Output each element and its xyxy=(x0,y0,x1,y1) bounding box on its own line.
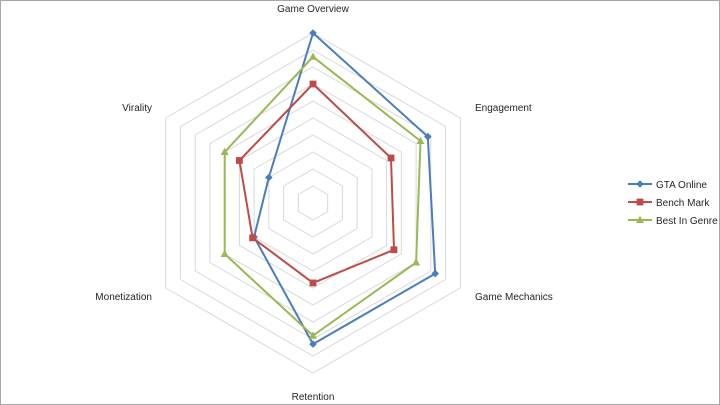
legend-item-bench-mark: Bench Mark xyxy=(628,198,710,209)
data-point xyxy=(235,157,243,164)
legend-item-best-in-genre: Best In Genre xyxy=(628,215,718,227)
data-point xyxy=(387,154,395,162)
legend-marker-shape xyxy=(636,215,644,223)
axis-label-game-mechanics: Game Mechanics xyxy=(475,292,553,303)
data-point xyxy=(249,234,257,242)
grid-ring xyxy=(194,66,432,340)
axis-label-game-overview: Game Overview xyxy=(277,4,349,15)
axis-label-monetization: Monetization xyxy=(95,292,152,303)
data-point xyxy=(309,340,317,348)
grid-ring xyxy=(180,49,446,357)
data-point xyxy=(309,52,317,60)
legend-item-gta-online: GTA Online xyxy=(628,180,707,191)
data-point xyxy=(431,269,439,278)
legend-marker-square xyxy=(636,198,644,206)
series-line xyxy=(253,32,437,346)
legend-label: Bench Mark xyxy=(656,198,710,209)
series-best-in-genre xyxy=(220,52,425,339)
grid-ring xyxy=(224,100,402,306)
series-bench-mark xyxy=(235,80,398,287)
legend-marker-shape xyxy=(636,198,644,206)
axis-label-engagement: Engagement xyxy=(475,103,532,114)
legend-marker-diamond xyxy=(636,180,644,188)
data-point xyxy=(309,80,317,88)
legend: GTA Online Bench Mark Best In Genre xyxy=(628,180,718,227)
grid-ring xyxy=(165,32,461,374)
data-point xyxy=(390,246,398,254)
legend-marker-shape xyxy=(636,180,644,188)
axis-label-virality: Virality xyxy=(122,103,152,114)
data-point xyxy=(416,136,425,144)
data-point xyxy=(220,249,229,257)
data-point xyxy=(220,147,229,155)
grid-ring xyxy=(283,168,343,238)
data-point xyxy=(309,331,317,339)
series-gta-online xyxy=(250,29,439,348)
data-point xyxy=(309,29,317,37)
grid-ring xyxy=(297,185,329,221)
data-point xyxy=(265,173,273,182)
data-point xyxy=(424,132,432,141)
legend-label: GTA Online xyxy=(656,180,707,191)
grid-ring xyxy=(209,83,417,323)
data-point xyxy=(309,279,317,287)
legend-label: Best In Genre xyxy=(656,216,718,227)
grid-ring xyxy=(268,151,358,255)
axis-labels: Game Overview Engagement Game Mechanics … xyxy=(95,4,553,403)
legend-marker-triangle xyxy=(636,215,644,223)
axis-label-retention: Retention xyxy=(292,392,335,403)
data-point xyxy=(412,258,421,266)
grid-ring xyxy=(253,134,373,272)
series-layer xyxy=(220,29,439,348)
